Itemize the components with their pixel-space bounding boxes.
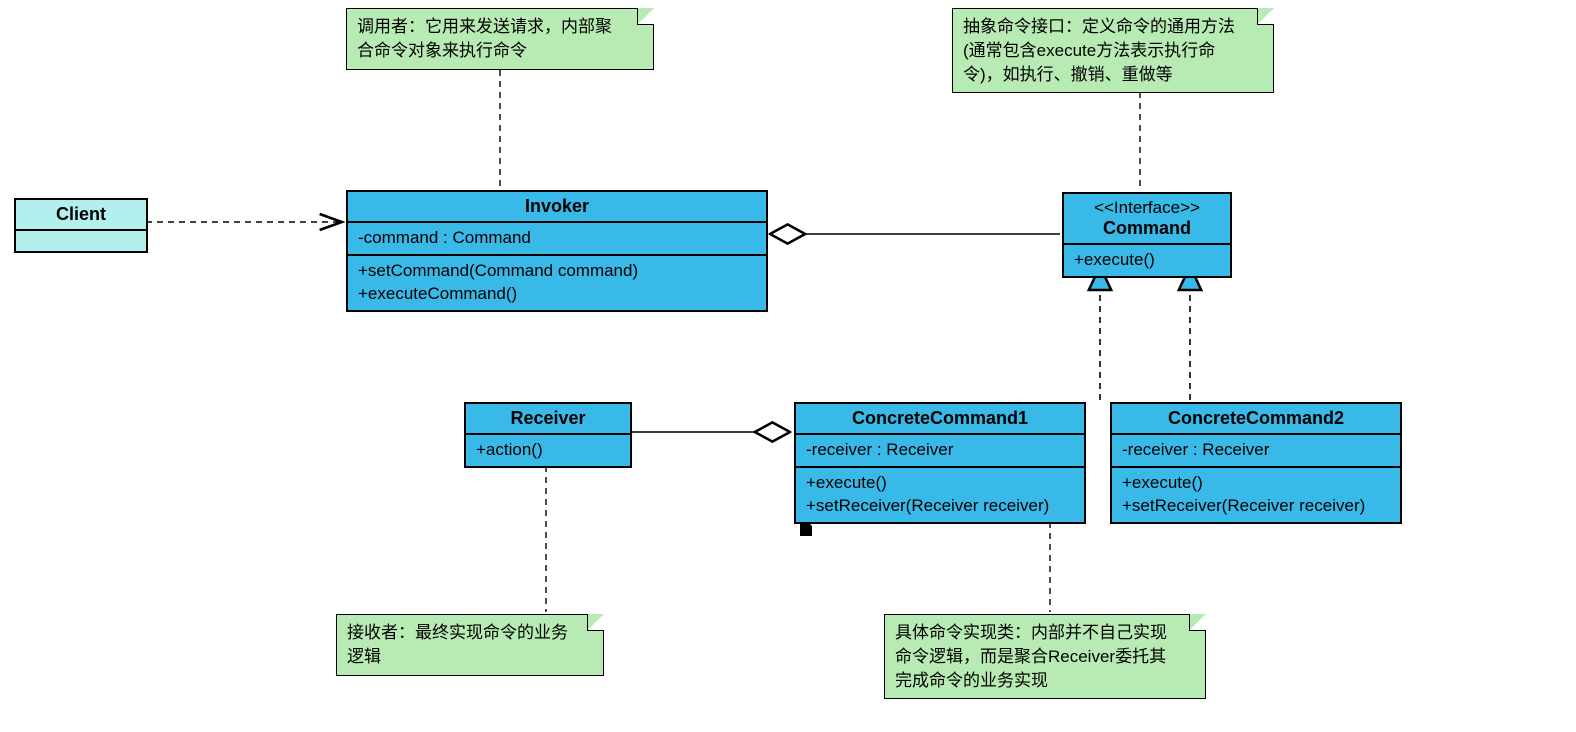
receiver-method1: +action() [476,439,620,462]
cc2-method2: +setReceiver(Receiver receiver) [1122,495,1390,518]
command-methods: +execute() [1064,245,1230,276]
cc1-title: ConcreteCommand1 [796,404,1084,435]
invoker-title: Invoker [348,192,766,223]
file-icon [800,522,812,536]
client-body [16,231,146,251]
note-concrete: 具体命令实现类：内部并不自己实现 命令逻辑，而是聚合Receiver委托其 完成… [884,614,1206,699]
invoker-method1: +setCommand(Command command) [358,260,756,283]
command-method1: +execute() [1074,249,1220,272]
invoker-method2: +executeCommand() [358,283,756,306]
note-command-line1: 抽象命令接口：定义命令的通用方法 [963,15,1263,39]
receiver-title: Receiver [466,404,630,435]
receiver-methods: +action() [466,435,630,466]
diagram-connectors [0,0,1576,732]
client-title: Client [16,200,146,231]
cc1-method1: +execute() [806,472,1074,495]
cc2-methods: +execute() +setReceiver(Receiver receive… [1112,468,1400,522]
invoker-attr1: -command : Command [358,227,756,250]
invoker-attrs: -command : Command [348,223,766,256]
note-invoker: 调用者：它用来发送请求，内部聚 合命令对象来执行命令 [346,8,654,70]
class-invoker: Invoker -command : Command +setCommand(C… [346,190,768,312]
cc1-method2: +setReceiver(Receiver receiver) [806,495,1074,518]
class-client: Client [14,198,148,253]
class-cc1: ConcreteCommand1 -receiver : Receiver +e… [794,402,1086,524]
class-receiver: Receiver +action() [464,402,632,468]
cc2-method1: +execute() [1122,472,1390,495]
note-command-line3: 令)，如执行、撤销、重做等 [963,63,1263,87]
note-command: 抽象命令接口：定义命令的通用方法 (通常包含execute方法表示执行命 令)，… [952,8,1274,93]
note-receiver: 接收者：最终实现命令的业务 逻辑 [336,614,604,676]
note-concrete-line3: 完成命令的业务实现 [895,669,1195,693]
note-receiver-line1: 接收者：最终实现命令的业务 [347,621,593,645]
cc1-attr1: -receiver : Receiver [806,439,1074,462]
note-invoker-line1: 调用者：它用来发送请求，内部聚 [357,15,643,39]
note-concrete-line1: 具体命令实现类：内部并不自己实现 [895,621,1195,645]
note-invoker-line2: 合命令对象来执行命令 [357,39,643,63]
cc2-attr1: -receiver : Receiver [1122,439,1390,462]
note-concrete-line2: 命令逻辑，而是聚合Receiver委托其 [895,645,1195,669]
cc2-attrs: -receiver : Receiver [1112,435,1400,468]
cc1-methods: +execute() +setReceiver(Receiver receive… [796,468,1084,522]
note-command-line2: (通常包含execute方法表示执行命 [963,39,1263,63]
command-stereotype: <<Interface>> [1064,194,1230,218]
note-receiver-line2: 逻辑 [347,645,593,669]
class-cc2: ConcreteCommand2 -receiver : Receiver +e… [1110,402,1402,524]
cc1-attrs: -receiver : Receiver [796,435,1084,468]
cc2-title: ConcreteCommand2 [1112,404,1400,435]
invoker-methods: +setCommand(Command command) +executeCom… [348,256,766,310]
command-title: Command [1064,218,1230,243]
class-command: <<Interface>> Command +execute() [1062,192,1232,278]
